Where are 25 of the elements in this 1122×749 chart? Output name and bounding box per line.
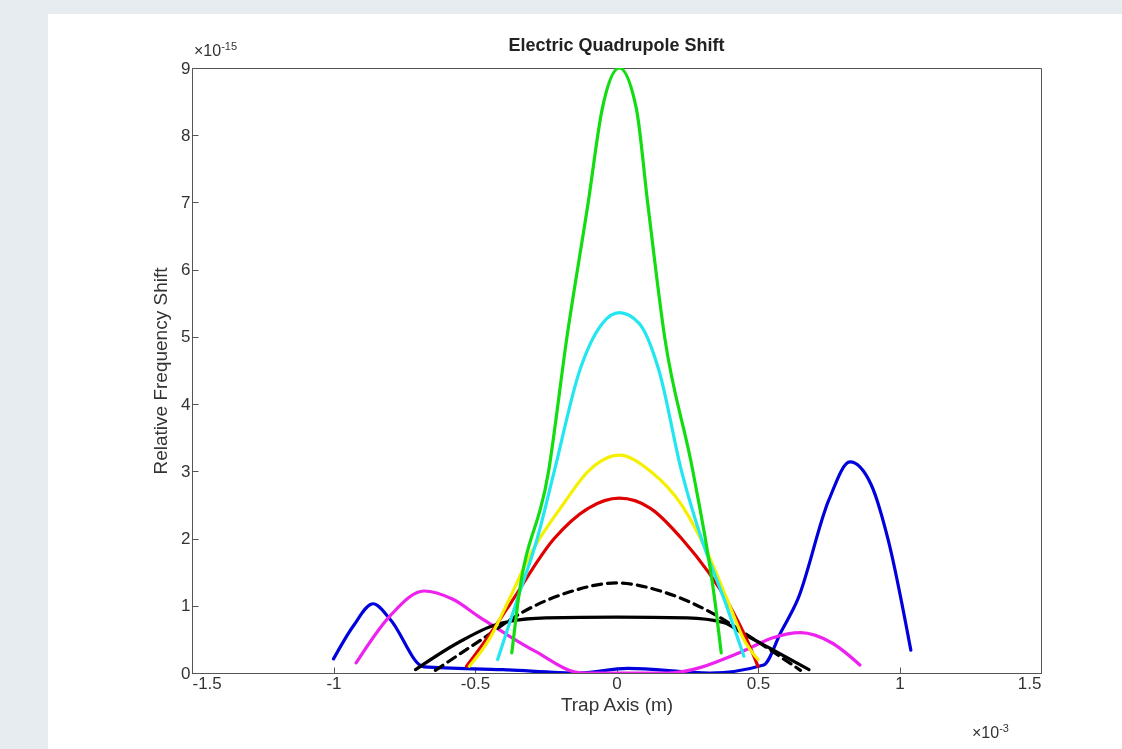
line-series xyxy=(331,460,913,673)
x-tick-label: 1.5 xyxy=(1017,673,1042,693)
x-axis-title: Trap Axis (m) xyxy=(560,693,674,715)
y-tick-label: 8 xyxy=(181,125,191,145)
y-tick-label: 5 xyxy=(181,327,191,347)
line-series xyxy=(496,311,746,662)
text: ×10$^{-15}$ xyxy=(194,40,238,61)
y-axis-title: Relative Frequency Shift xyxy=(150,266,172,475)
y-tick-label: 4 xyxy=(181,394,191,414)
line-series xyxy=(354,589,862,673)
text: ×10$^{-3}$ xyxy=(972,722,1009,743)
x-tick-label: -1.5 xyxy=(192,673,222,693)
line-series xyxy=(510,68,723,655)
y-tick-label: 7 xyxy=(181,192,191,212)
y-tick-label: 6 xyxy=(181,260,191,280)
chart-title: Electric Quadrupole Shift xyxy=(508,35,725,55)
y-tick-label: 1 xyxy=(181,596,191,616)
y-tick-label: 2 xyxy=(181,529,191,549)
y-tick-label: 9 xyxy=(181,58,191,78)
y-tick-label: 3 xyxy=(181,461,191,481)
x-tick-label: -0.5 xyxy=(460,673,491,693)
x-tick-label: 0 xyxy=(612,673,622,693)
x-tick-label: 0.5 xyxy=(746,673,771,693)
x-tick-label: -1 xyxy=(326,673,342,693)
x-tick-label: 1 xyxy=(895,673,905,693)
